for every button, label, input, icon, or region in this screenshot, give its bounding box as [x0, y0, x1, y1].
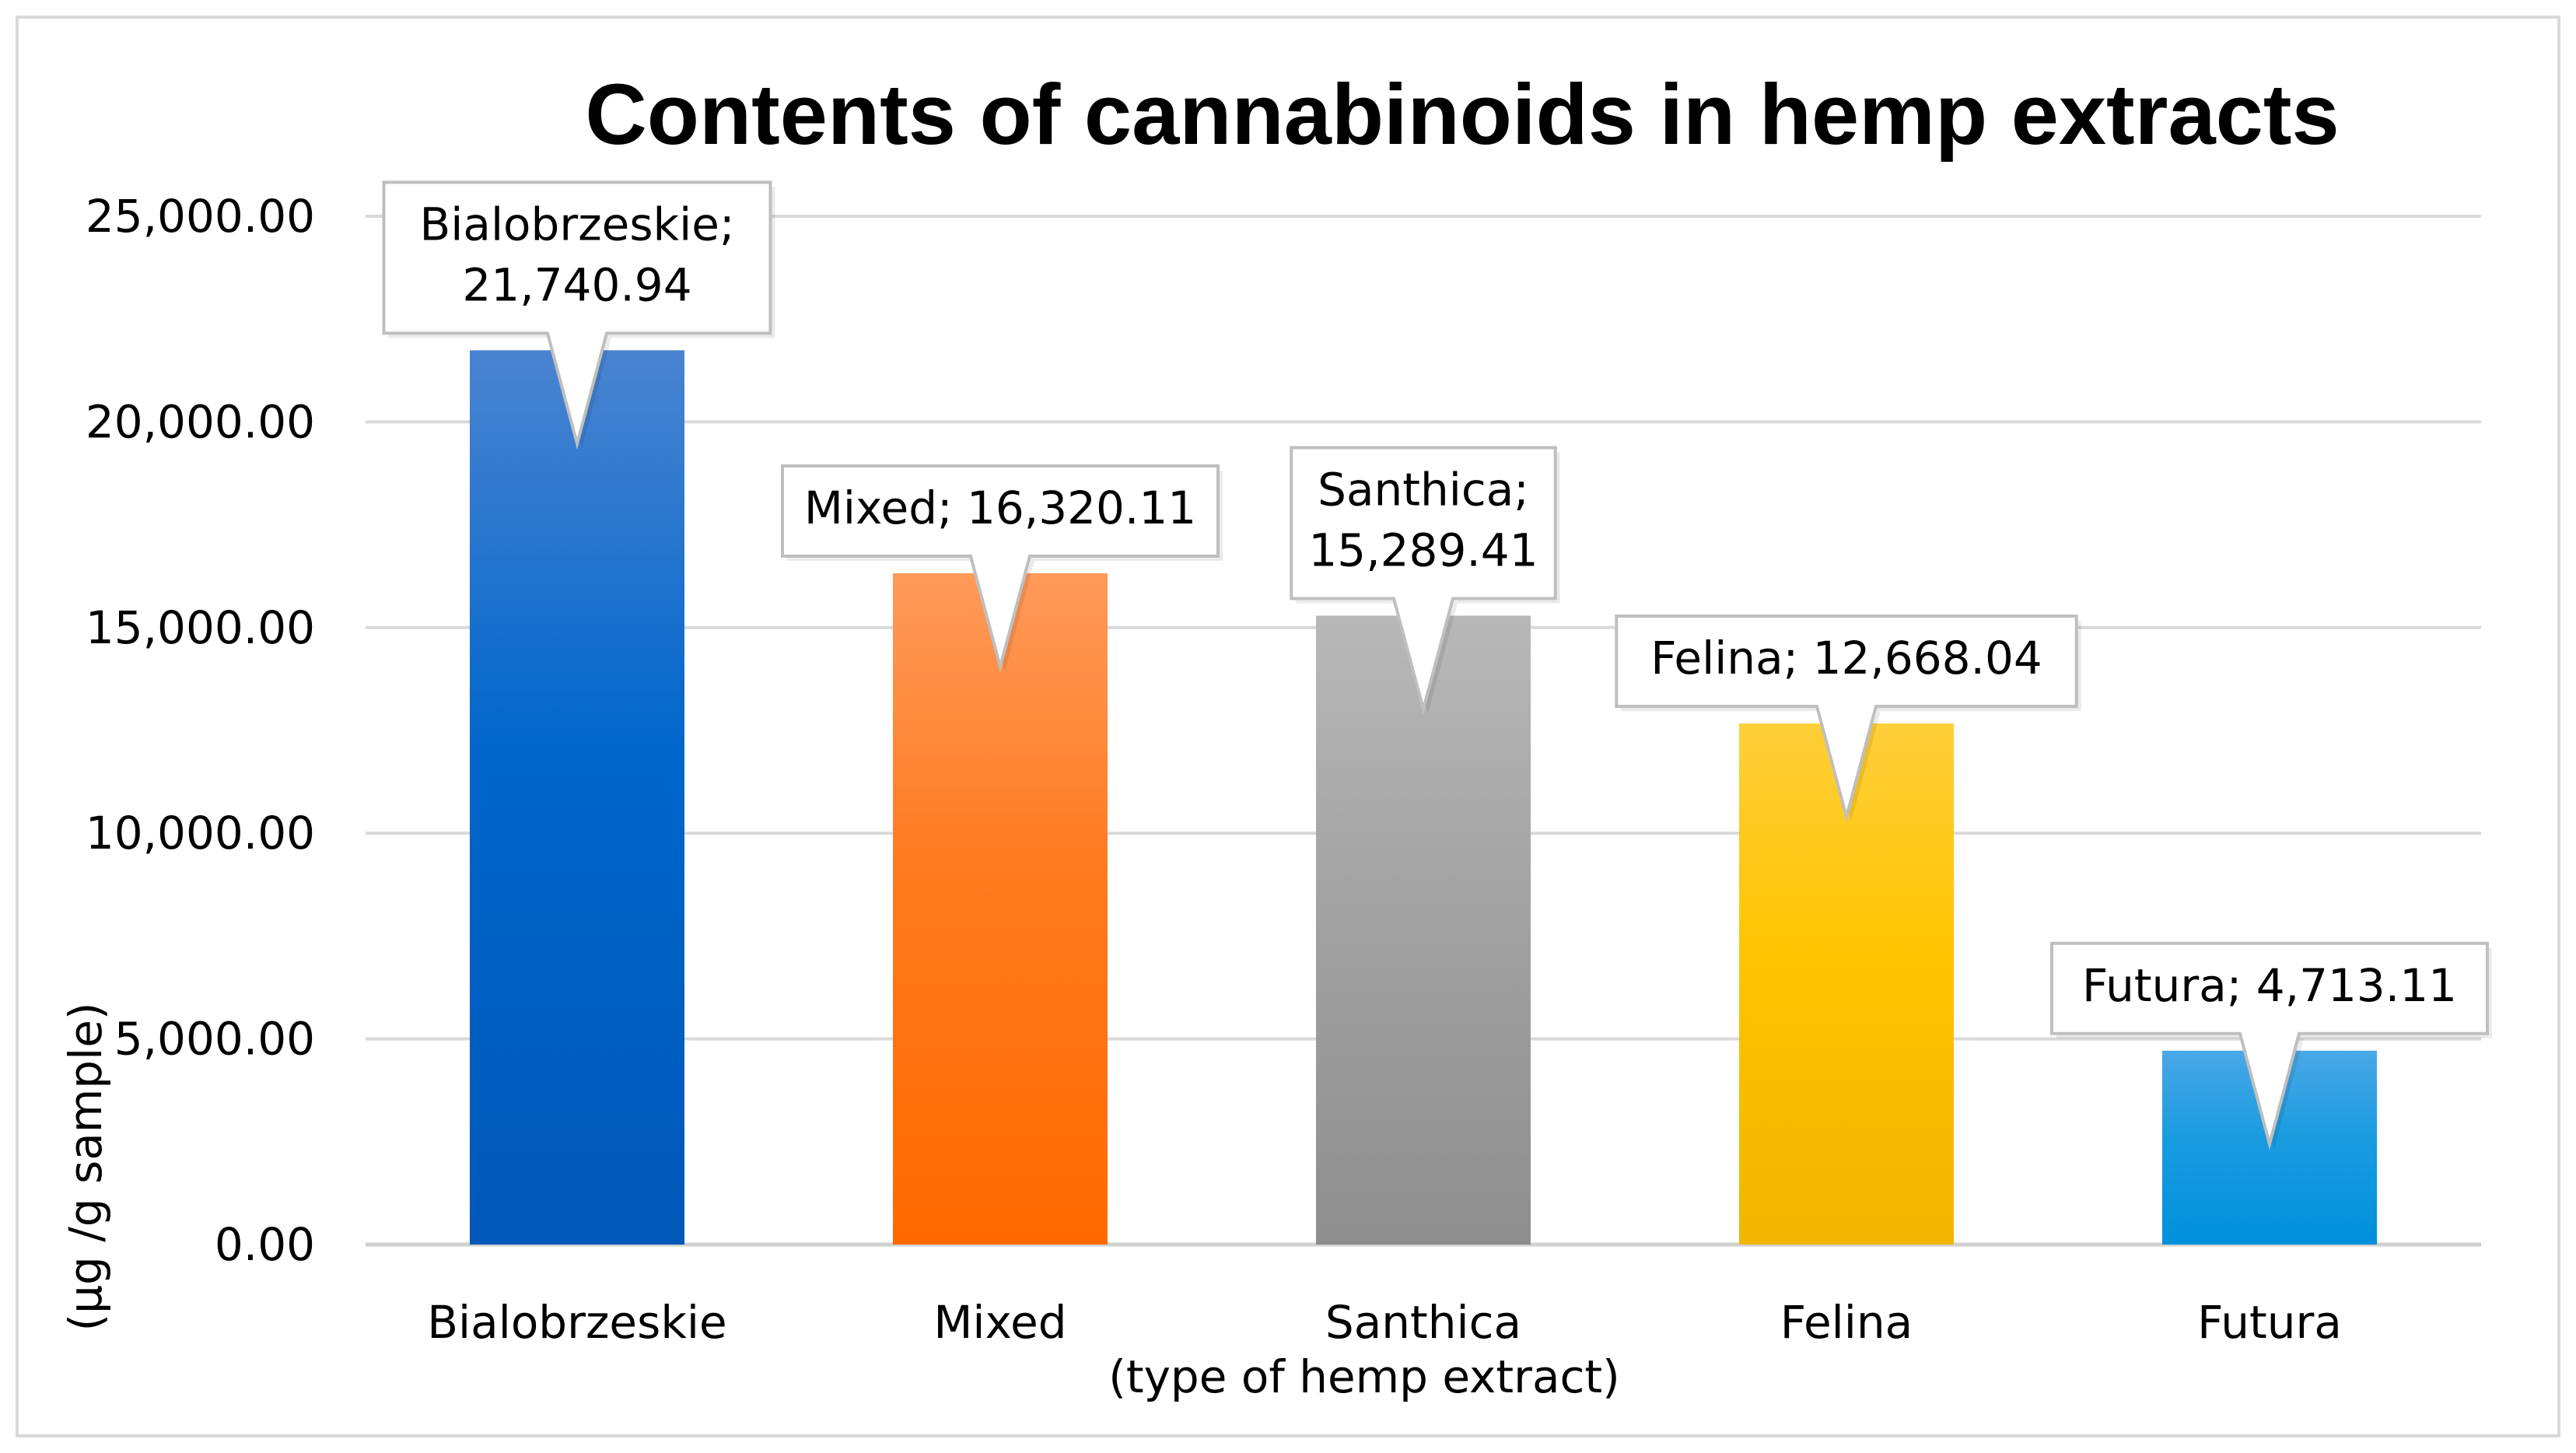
callout-box — [1290, 446, 1557, 716]
data-label-callouts: Bialobrzeskie; 21,740.94 Mixed; 16,320.11 S… — [382, 180, 2492, 1150]
bar-bialobrzeskie — [470, 350, 684, 1245]
callout-box — [382, 180, 772, 450]
data-label-text: Santhica; — [1318, 463, 1529, 516]
data-label-text: Bialobrzeskie; — [420, 198, 735, 250]
x-tick-label: Santhica — [1325, 1296, 1521, 1349]
data-label-text: Futura; 4,713.11 — [2082, 959, 2457, 1012]
data-label-mixed: Mixed; 16,320.11 — [781, 464, 1223, 673]
callout-box — [1615, 614, 2078, 823]
data-label-futura: Futura; 4,713.11 — [2050, 941, 2492, 1150]
data-label-text: 21,740.94 — [462, 258, 691, 311]
x-tick-label: Futura — [2197, 1296, 2342, 1349]
x-tick-label: Mixed — [933, 1296, 1066, 1349]
y-tick-label: 5,000.00 — [114, 1013, 315, 1066]
bars — [470, 350, 2377, 1245]
data-label-text: Mixed; 16,320.11 — [804, 481, 1196, 534]
y-tick-label: 10,000.00 — [86, 807, 315, 860]
gridlines — [366, 215, 2481, 1247]
data-label-santhica: Santhica; 15,289.41 — [1290, 446, 1560, 716]
x-tick-label: Felina — [1780, 1296, 1913, 1349]
data-label-text: 15,289.41 — [1308, 523, 1538, 576]
x-axis-categories: Bialobrzeskie Mixed Santhica Felina Futura — [427, 1296, 2342, 1349]
y-axis-label: (μg /g sample) — [59, 1002, 112, 1331]
y-tick-label: 15,000.00 — [86, 601, 315, 654]
y-tick-label: 20,000.00 — [86, 395, 315, 448]
chart-title: Contents of cannabinoids in hemp extract… — [585, 67, 2339, 163]
callout-box — [781, 464, 1220, 673]
x-axis-label: (type of hemp extract) — [1108, 1350, 1620, 1403]
y-tick-label: 25,000.00 — [86, 190, 315, 243]
y-axis-ticks: 0.00 5,000.00 10,000.00 15,000.00 20,000.00 2… — [86, 190, 315, 1271]
data-label-text: Felina; 12,668.04 — [1650, 632, 2042, 684]
data-label-felina: Felina; 12,668.04 — [1615, 614, 2081, 823]
bar-santhica — [1316, 615, 1531, 1245]
data-label-bialobrzeskie: Bialobrzeskie; 21,740.94 — [382, 180, 775, 450]
callout-box — [2050, 941, 2489, 1150]
bar-mixed — [893, 572, 1108, 1245]
y-tick-label: 0.00 — [215, 1218, 315, 1271]
x-tick-label: Bialobrzeskie — [427, 1296, 726, 1349]
